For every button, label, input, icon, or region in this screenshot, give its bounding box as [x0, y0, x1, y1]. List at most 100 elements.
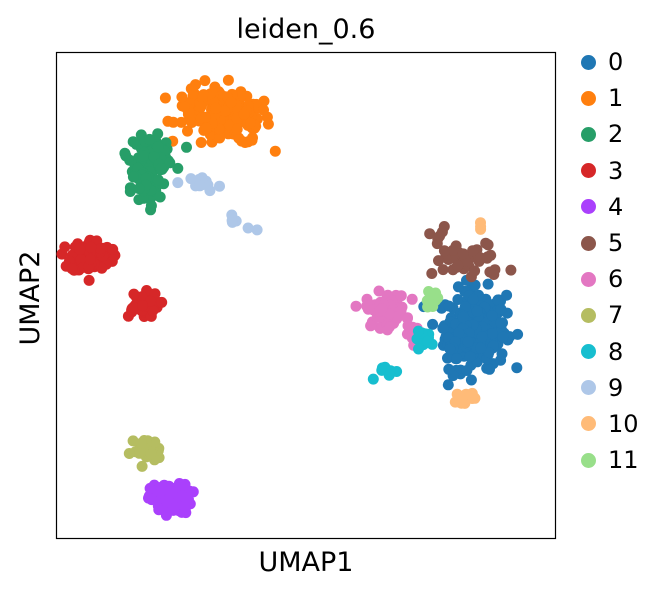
- data-point-cluster-1: [199, 75, 211, 87]
- data-point-cluster-1: [199, 112, 211, 123]
- chart-title: leiden_0.6: [236, 14, 376, 45]
- data-point-cluster-4: [162, 494, 174, 506]
- data-point-cluster-0: [443, 300, 455, 312]
- legend-item-9: 9: [578, 370, 639, 406]
- data-point-cluster-0: [453, 327, 465, 339]
- series-6: [350, 285, 426, 351]
- data-point-cluster-5: [482, 239, 494, 251]
- legend-label: 5: [608, 229, 624, 258]
- data-point-cluster-11: [423, 286, 435, 297]
- data-point-cluster-1: [214, 132, 226, 144]
- legend-label: 1: [608, 84, 624, 113]
- data-point-cluster-9: [194, 180, 206, 192]
- x-axis-label: UMAP1: [258, 547, 354, 578]
- data-point-cluster-2: [133, 183, 145, 195]
- data-point-cluster-0: [452, 281, 464, 293]
- data-point-cluster-0: [482, 278, 494, 290]
- data-point-cluster-0: [462, 336, 474, 348]
- data-point-cluster-2: [155, 162, 167, 174]
- legend-item-2: 2: [578, 116, 639, 152]
- data-point-cluster-0: [461, 365, 473, 376]
- data-point-cluster-2: [164, 157, 176, 169]
- legend-item-4: 4: [578, 189, 639, 225]
- legend: 0 1 2 3 4 5 6 7 8 9 10 11: [578, 44, 639, 478]
- data-point-cluster-4: [182, 494, 194, 505]
- data-point-cluster-7: [149, 436, 161, 448]
- data-point-cluster-0: [501, 289, 513, 301]
- legend-marker: [581, 90, 596, 106]
- data-point-cluster-5: [452, 260, 464, 272]
- data-point-cluster-3: [59, 241, 71, 253]
- data-point-cluster-2: [119, 147, 131, 159]
- legend-label: 3: [608, 156, 624, 185]
- data-point-cluster-2: [154, 191, 166, 203]
- data-point-cluster-0: [459, 301, 471, 313]
- data-point-cluster-6: [406, 293, 418, 305]
- data-point-cluster-3: [137, 300, 148, 311]
- series-0: [418, 274, 524, 391]
- data-point-cluster-0: [444, 343, 456, 355]
- data-point-cluster-9: [185, 173, 197, 185]
- legend-label: 0: [608, 48, 624, 77]
- data-point-cluster-6: [402, 320, 414, 332]
- legend-marker: [581, 452, 596, 468]
- data-point-cluster-2: [127, 136, 139, 148]
- legend-marker: [581, 271, 596, 287]
- data-point-cluster-4: [173, 478, 185, 489]
- series-5: [424, 221, 517, 283]
- data-point-cluster-0: [495, 317, 507, 329]
- data-point-cluster-9: [251, 224, 263, 236]
- data-point-cluster-6: [365, 320, 377, 332]
- data-point-cluster-7: [123, 448, 135, 459]
- data-point-cluster-11: [422, 295, 434, 307]
- data-point-cluster-0: [495, 303, 507, 315]
- data-point-cluster-2: [145, 200, 157, 212]
- data-point-cluster-1: [225, 96, 237, 108]
- data-point-cluster-0: [497, 331, 509, 343]
- data-point-cluster-5: [488, 269, 500, 280]
- data-point-cluster-0: [484, 363, 495, 375]
- data-point-cluster-3: [85, 241, 97, 253]
- data-point-cluster-5: [505, 264, 517, 276]
- legend-item-8: 8: [578, 334, 639, 370]
- data-point-cluster-7: [135, 437, 147, 449]
- data-point-cluster-0: [476, 331, 488, 343]
- data-point-cluster-5: [447, 244, 459, 256]
- data-point-cluster-2: [172, 162, 184, 174]
- data-point-cluster-1: [258, 104, 269, 116]
- legend-label: 9: [608, 373, 624, 402]
- data-point-cluster-10: [475, 221, 487, 233]
- data-point-cluster-6: [376, 303, 388, 314]
- data-point-cluster-0: [483, 347, 495, 359]
- data-point-cluster-5: [433, 255, 444, 267]
- data-point-cluster-0: [427, 318, 439, 330]
- data-point-cluster-1: [245, 117, 256, 129]
- data-point-cluster-0: [492, 294, 504, 306]
- data-point-cluster-2: [127, 171, 139, 183]
- series-10: [449, 217, 487, 409]
- legend-marker: [581, 163, 596, 179]
- data-point-cluster-3: [156, 296, 168, 308]
- data-point-cluster-2: [137, 150, 149, 162]
- data-point-cluster-4: [143, 492, 154, 504]
- legend-item-5: 5: [578, 225, 639, 261]
- data-point-cluster-6: [384, 321, 395, 333]
- data-point-cluster-9: [242, 222, 254, 234]
- data-point-cluster-8: [383, 369, 395, 381]
- data-point-cluster-1: [269, 145, 281, 157]
- legend-marker: [581, 235, 596, 251]
- legend-marker: [581, 416, 596, 432]
- data-point-cluster-3: [147, 305, 159, 317]
- data-point-cluster-5: [457, 248, 469, 260]
- data-point-cluster-0: [512, 328, 524, 340]
- data-point-cluster-1: [197, 92, 208, 104]
- legend-item-3: 3: [578, 153, 639, 189]
- data-point-cluster-1: [175, 116, 187, 128]
- data-point-cluster-1: [246, 134, 258, 146]
- data-point-cluster-1: [209, 81, 221, 93]
- data-point-cluster-5: [438, 245, 450, 257]
- data-point-cluster-3: [83, 274, 95, 286]
- data-point-cluster-5: [437, 264, 449, 276]
